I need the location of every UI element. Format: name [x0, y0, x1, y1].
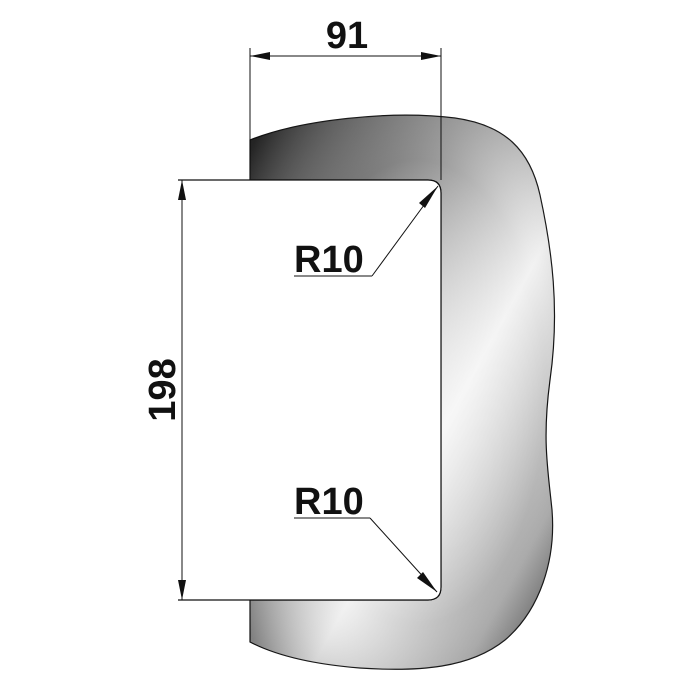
height-arrow-top	[178, 180, 186, 200]
width-arrow-right	[421, 52, 441, 60]
inner-opening-outline	[178, 179, 442, 601]
radius-bottom-callout: R10	[294, 481, 438, 593]
profile-shade	[250, 115, 555, 670]
height-label: 198	[142, 358, 184, 421]
radius-top-arrow	[419, 186, 438, 208]
width-label: 91	[326, 15, 368, 57]
radius-top-callout: R10	[294, 185, 439, 281]
height-dimension: 198	[142, 180, 186, 600]
radius-bottom-arrow	[417, 572, 437, 592]
width-arrow-left	[250, 52, 270, 60]
radius-bottom-label: R10	[294, 481, 364, 523]
height-arrow-bottom	[178, 580, 186, 600]
width-dimension: 91	[249, 15, 442, 180]
handle-profile	[178, 114, 556, 670]
radius-top-label: R10	[294, 239, 364, 281]
